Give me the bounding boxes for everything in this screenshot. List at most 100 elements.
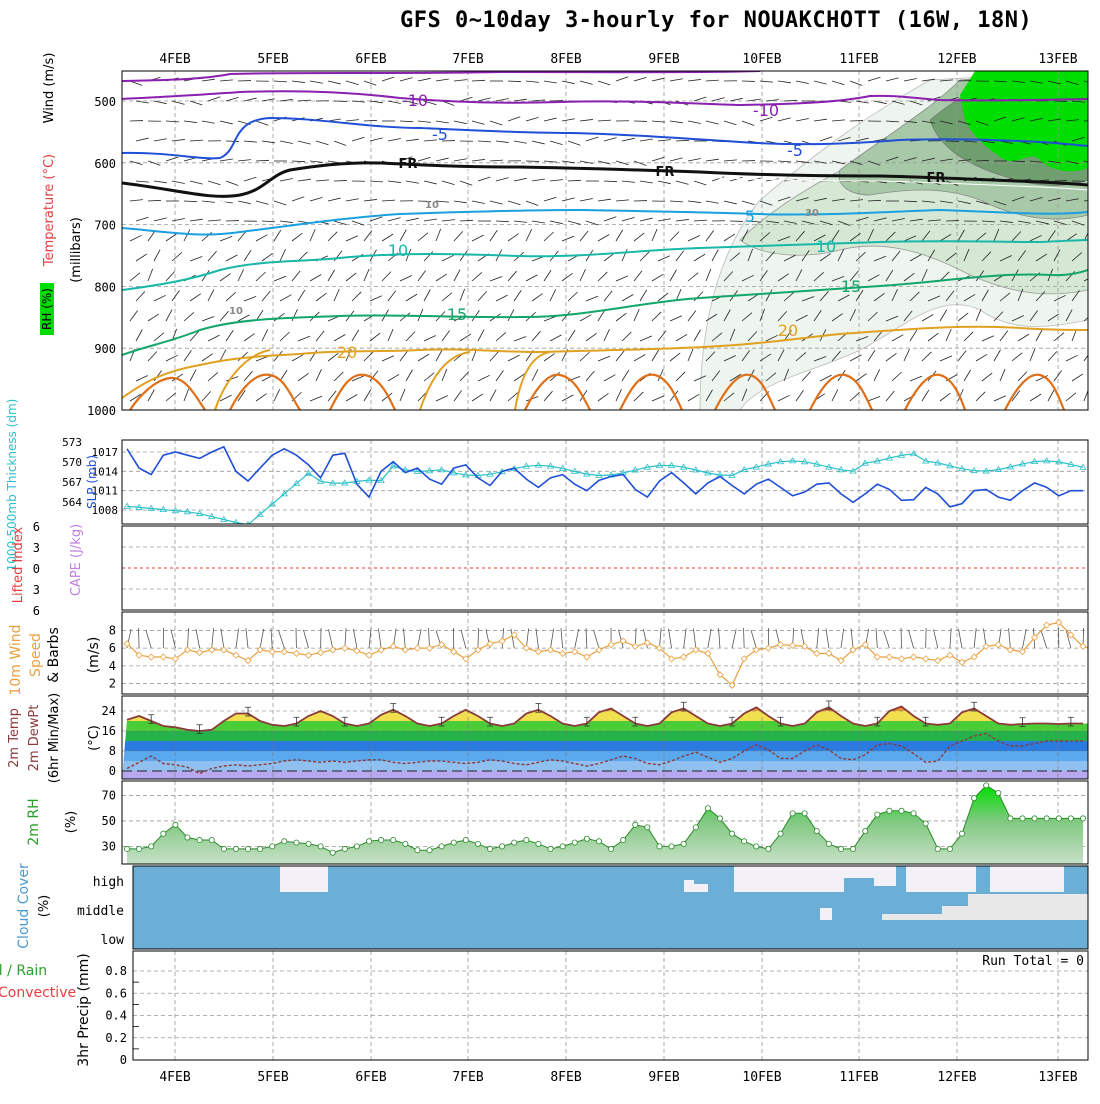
surface-wind-barb: [751, 630, 756, 648]
wind-barb-upper: [202, 354, 213, 361]
wind-speed-point: [342, 645, 348, 651]
wind-barb-upper: [190, 257, 202, 261]
wind-barb-upper: [346, 273, 356, 281]
pressure-tick-label: 600: [94, 157, 116, 171]
wind-barb-upper: [166, 157, 178, 161]
rh-point: [947, 846, 952, 851]
wind-barb-upper: [280, 141, 293, 143]
wind-barb-upper: [904, 349, 909, 361]
rh-group: [122, 781, 1088, 864]
lifted-index-tick: 3: [33, 583, 40, 597]
surface-wind-barb: [594, 630, 599, 648]
wind-barb-upper: [454, 201, 467, 203]
wind-barb-upper: [298, 336, 310, 341]
wind-barb-upper: [496, 332, 506, 341]
wind-barb-upper: [874, 101, 887, 104]
wind-barb-upper: [496, 141, 509, 143]
wind-barb-upper: [298, 141, 311, 144]
wind-barb-upper: [220, 311, 229, 321]
wind-barb-upper: [616, 389, 621, 401]
wind-barb-upper: [244, 177, 256, 181]
wind-barb-upper: [1030, 394, 1041, 401]
wind-barb-upper: [580, 81, 593, 84]
rh-point: [197, 837, 202, 842]
temp-band: [122, 761, 1088, 771]
wind-barb-upper: [292, 309, 297, 321]
wind-barb-upper: [130, 273, 140, 281]
run-total: Run Total = 0: [982, 954, 1084, 969]
wind-barb-upper: [1090, 331, 1099, 341]
wind-barb-upper: [712, 250, 718, 261]
wind-barb-upper: [964, 370, 971, 381]
rh-point: [451, 840, 456, 845]
wind-barb-upper: [400, 230, 406, 241]
surface-wind-barb: [841, 629, 844, 648]
wind-barb-upper: [298, 290, 305, 301]
rh-point: [124, 846, 129, 851]
wind-barb-upper: [676, 140, 689, 141]
wind-speed-point: [572, 649, 578, 655]
wind-barb-upper: [508, 81, 521, 82]
wind-barb-upper: [568, 292, 578, 301]
surface-wind-barb: [221, 629, 224, 648]
wind-speed-point: [886, 654, 892, 660]
wind-barb-upper: [190, 101, 202, 105]
wind-speed-point: [487, 641, 493, 647]
wind-barb-upper: [796, 390, 803, 401]
axis-title-cloud-cover: Cloud Cover: [16, 863, 32, 949]
wind-barb-upper: [166, 310, 172, 321]
wind-barb-upper: [280, 249, 285, 261]
precip-tick-label: 0: [120, 1053, 127, 1067]
wind-barb-upper: [220, 395, 232, 401]
wind-barb-upper: [658, 293, 668, 301]
wind-barb-upper: [544, 161, 557, 162]
wind-barb-upper: [364, 199, 377, 201]
rh-point: [270, 844, 275, 849]
surface-wind-barb: [744, 628, 745, 648]
rh-point: [778, 831, 783, 836]
wind-barb-upper: [640, 336, 652, 341]
rh-point: [1068, 816, 1073, 821]
wind-barb-upper: [1048, 390, 1054, 401]
wind-barb-upper: [730, 98, 743, 101]
wind-barb-upper: [976, 309, 981, 321]
wind-barb-upper: [148, 351, 157, 361]
wind-barb-upper: [436, 158, 449, 161]
wind-barb-upper: [436, 274, 447, 281]
wind-barb-upper: [580, 199, 593, 201]
wind-barb-upper: [1072, 374, 1083, 381]
rh-point: [391, 837, 396, 842]
wind-barb-upper: [436, 350, 442, 361]
wind-barb-upper: [316, 180, 329, 181]
contour-label: -10: [402, 91, 428, 110]
rh-point: [245, 846, 250, 851]
wind-barb-upper: [292, 81, 305, 83]
wind-barb-upper: [886, 78, 899, 81]
wind-barb-upper: [190, 219, 203, 221]
surface-wind-barb: [575, 629, 579, 648]
wind-speed-point: [814, 650, 820, 656]
top-day-label: 12FEB: [937, 52, 976, 67]
wind-barb-upper: [658, 331, 666, 341]
wind-barb-upper: [256, 394, 267, 401]
wind-barb-upper: [544, 81, 557, 83]
wind-barb-upper: [550, 289, 556, 301]
wind-barb-upper: [364, 269, 369, 281]
panel-frame-precip: [133, 951, 1088, 1060]
wind-barb-upper: [622, 217, 634, 221]
precip-tick-label: 0.4: [105, 1009, 127, 1023]
wind-barb-upper: [460, 250, 467, 261]
wind-barb-upper: [670, 232, 679, 241]
rh-point: [621, 837, 626, 842]
wind-speed-point: [414, 645, 420, 651]
wind-barb-upper: [418, 78, 431, 81]
wind-barb-upper: [778, 81, 791, 83]
pressure-tick-label: 700: [94, 219, 116, 233]
surface-wind-barb: [1009, 628, 1011, 648]
wind-barb-upper: [328, 270, 335, 281]
wind-barb-upper: [436, 121, 449, 123]
wind-barb-upper: [490, 390, 496, 401]
wind-speed-point: [995, 642, 1001, 648]
wind-barb-upper: [598, 272, 607, 281]
wind-barb-upper: [148, 269, 153, 281]
